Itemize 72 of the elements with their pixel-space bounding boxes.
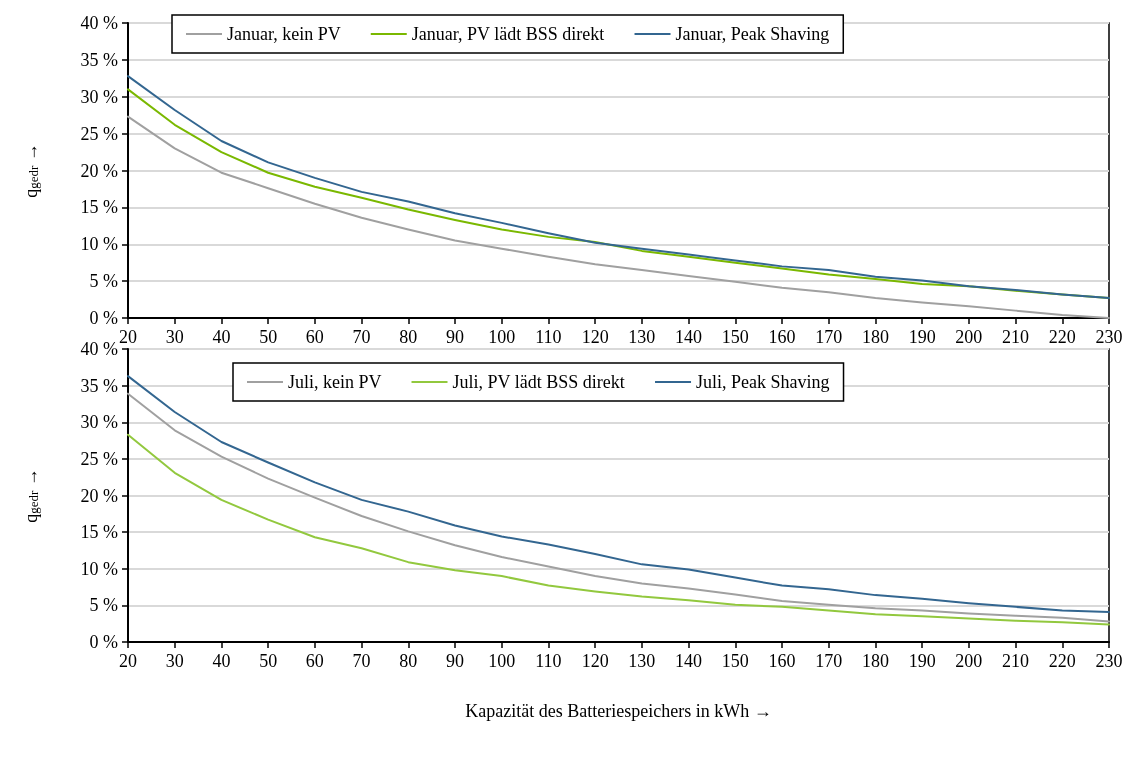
x-tick-label: 60 xyxy=(305,327,324,347)
y-tick-label: 40 % xyxy=(80,339,118,359)
x-tick-label: 150 xyxy=(721,651,749,671)
y-tick-label: 25 % xyxy=(80,448,118,469)
y-tick-label: 5 % xyxy=(89,271,118,292)
x-tick-label: 140 xyxy=(675,327,703,347)
x-tick-label: 90 xyxy=(446,327,464,347)
x-tick-label: 60 xyxy=(305,651,324,671)
x-tick-label: 120 xyxy=(581,327,609,347)
y-tick-label: 10 % xyxy=(80,234,118,255)
y-axis-title: qgedr → xyxy=(21,143,41,198)
x-tick-label: 30 xyxy=(165,327,184,347)
x-tick-label: 220 xyxy=(1048,327,1076,347)
x-axis-title: Kapazität des Batteriespeichers in kWh → xyxy=(465,701,772,721)
x-tick-label: 140 xyxy=(675,651,703,671)
y-tick-label: 40 % xyxy=(80,13,118,33)
x-tick-label: 160 xyxy=(768,651,796,671)
x-tick-label: 210 xyxy=(1002,327,1030,347)
x-tick-label: 200 xyxy=(955,651,983,671)
y-tick-label: 0 % xyxy=(89,308,118,328)
x-tick-label: 30 xyxy=(165,651,184,671)
line-series xyxy=(127,433,1110,626)
x-tick-label: 230 xyxy=(1095,327,1123,347)
y-tick-label: 0 % xyxy=(89,632,118,652)
legend-label: Januar, PV lädt BSS direkt xyxy=(411,24,605,44)
x-tick-label: 150 xyxy=(721,327,749,347)
x-tick-label: 80 xyxy=(399,651,418,671)
x-tick-label: 50 xyxy=(259,327,278,347)
x-tick-label: 40 xyxy=(212,651,231,671)
y-tick-label: 35 % xyxy=(80,49,118,70)
legend-label: Juli, PV lädt BSS direkt xyxy=(452,372,625,392)
y-tick-label: 25 % xyxy=(80,123,118,144)
x-tick-label: 160 xyxy=(768,327,796,347)
x-tick-label: 110 xyxy=(535,651,562,671)
y-tick-label: 10 % xyxy=(80,558,118,579)
x-tick-label: 50 xyxy=(259,651,278,671)
x-tick-label: 190 xyxy=(908,327,936,347)
x-tick-label: 180 xyxy=(861,327,889,347)
x-tick-label: 130 xyxy=(628,327,656,347)
x-tick-label: 40 xyxy=(212,327,231,347)
x-tick-label: 80 xyxy=(399,327,418,347)
legend-label: Januar, kein PV xyxy=(227,24,341,44)
y-tick-label: 5 % xyxy=(89,595,118,616)
y-tick-label: 35 % xyxy=(80,375,118,396)
x-tick-label: 130 xyxy=(628,651,656,671)
x-tick-label: 170 xyxy=(815,327,843,347)
y-tick-label: 20 % xyxy=(80,160,118,181)
x-tick-label: 190 xyxy=(908,651,936,671)
x-tick-label: 220 xyxy=(1048,651,1076,671)
x-tick-label: 110 xyxy=(535,327,562,347)
y-tick-label: 15 % xyxy=(80,197,118,218)
x-tick-label: 70 xyxy=(352,327,371,347)
x-tick-label: 90 xyxy=(446,651,464,671)
y-tick-label: 15 % xyxy=(80,522,118,543)
x-tick-label: 20 xyxy=(119,651,137,671)
x-tick-label: 70 xyxy=(352,651,371,671)
x-tick-label: 120 xyxy=(581,651,609,671)
y-axis-title: qgedr → xyxy=(21,468,41,523)
x-tick-label: 230 xyxy=(1095,651,1123,671)
y-tick-label: 20 % xyxy=(80,485,118,506)
x-tick-label: 200 xyxy=(955,327,983,347)
x-tick-label: 180 xyxy=(861,651,889,671)
legend-label: Juli, Peak Shaving xyxy=(696,372,830,392)
x-tick-label: 100 xyxy=(488,327,516,347)
x-tick-label: 210 xyxy=(1002,651,1030,671)
x-tick-label: 100 xyxy=(488,651,516,671)
x-tick-label: 170 xyxy=(815,651,843,671)
x-tick-label: 20 xyxy=(119,327,137,347)
y-tick-label: 30 % xyxy=(80,412,118,433)
legend-label: Juli, kein PV xyxy=(288,372,382,392)
legend-label: Januar, Peak Shaving xyxy=(675,24,830,44)
y-tick-label: 30 % xyxy=(80,86,118,107)
